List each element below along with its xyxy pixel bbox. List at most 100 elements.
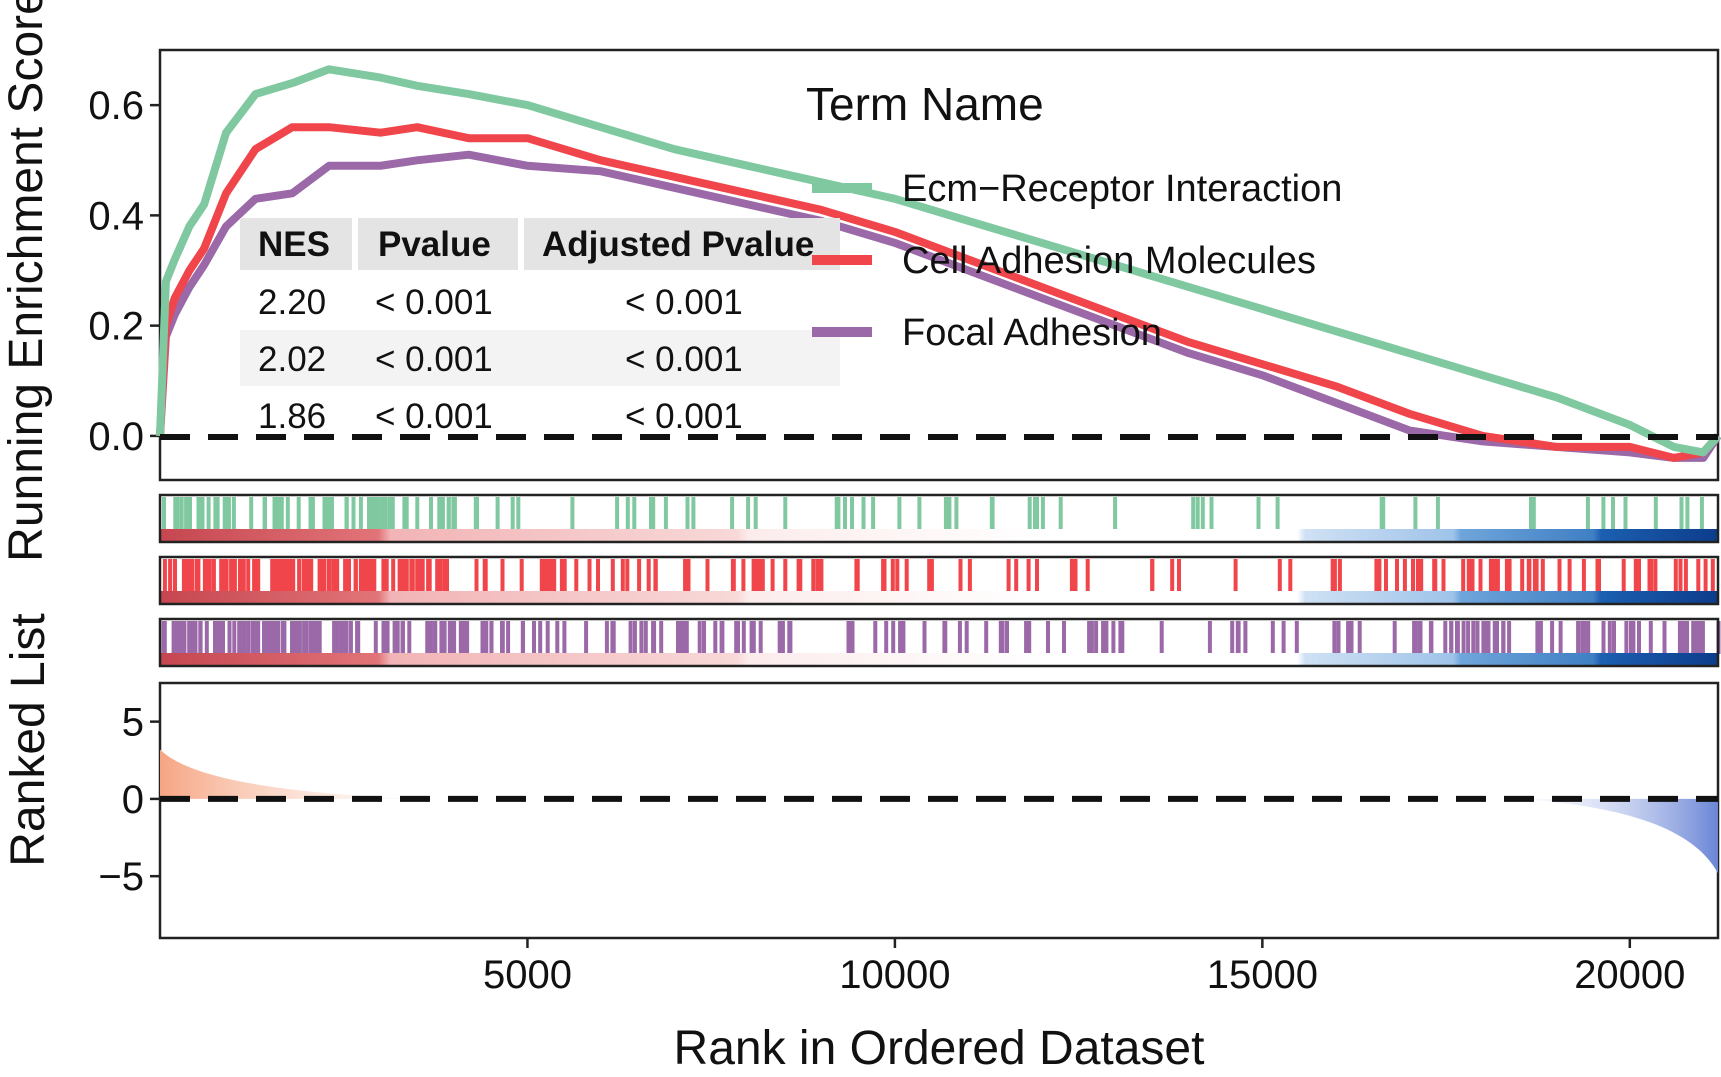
hit-tick xyxy=(632,497,637,530)
hit-tick xyxy=(186,559,191,592)
hit-tick xyxy=(1648,621,1653,654)
hit-tick xyxy=(686,559,691,592)
hit-tick xyxy=(1677,621,1682,654)
es-line-focal-adhesion xyxy=(156,150,1721,462)
hit-tick xyxy=(1662,621,1667,654)
hit-tick xyxy=(373,621,378,654)
hit-tick xyxy=(1006,559,1011,592)
hit-tick xyxy=(1461,621,1466,654)
hit-tick xyxy=(1624,621,1629,654)
hit-tick xyxy=(1531,497,1536,530)
hit-strip-3 xyxy=(158,617,1721,668)
hit-tick xyxy=(922,621,927,654)
table-header-pvalue: Pvalue xyxy=(378,225,491,264)
hit-tick xyxy=(173,497,178,530)
hit-tick xyxy=(232,559,237,592)
hit-tick xyxy=(1281,621,1286,654)
hit-tick xyxy=(206,497,211,530)
hit-tick xyxy=(1443,621,1448,654)
hit-tick xyxy=(777,621,782,654)
hit-tick xyxy=(1413,621,1418,654)
hit-tick xyxy=(705,559,710,592)
hit-tick xyxy=(596,559,600,592)
hit-tick xyxy=(843,497,847,530)
hit-tick xyxy=(625,559,630,592)
hit-tick xyxy=(610,559,615,592)
hit-tick xyxy=(443,559,447,592)
hit-tick xyxy=(516,497,521,530)
hit-tick xyxy=(620,559,625,592)
hit-tick xyxy=(783,497,788,530)
hit-tick xyxy=(162,559,167,592)
hit-tick xyxy=(646,559,651,592)
hit-tick xyxy=(204,559,209,592)
hit-tick xyxy=(427,621,432,654)
hit-tick xyxy=(333,621,338,654)
hit-tick xyxy=(187,621,192,654)
hit-tick xyxy=(587,559,592,592)
hit-tick xyxy=(1630,621,1635,654)
hit-tick xyxy=(284,559,289,592)
hit-tick xyxy=(1346,621,1351,654)
hit-tick xyxy=(1402,559,1407,592)
hit-tick xyxy=(335,559,340,592)
hit-tick xyxy=(402,497,407,530)
hit-tick xyxy=(1332,621,1337,654)
es-y-tick-label: 0.0 xyxy=(88,415,144,459)
hit-tick xyxy=(1233,559,1238,592)
hit-tick xyxy=(437,497,442,530)
hit-tick xyxy=(1455,621,1460,654)
hit-tick xyxy=(1475,621,1480,654)
hit-strip-frame xyxy=(158,617,1720,668)
hit-tick xyxy=(958,559,963,592)
hit-tick xyxy=(331,559,336,592)
hit-tick xyxy=(1449,621,1454,654)
hit-tick xyxy=(1062,621,1066,654)
hit-tick xyxy=(500,559,505,592)
hit-tick xyxy=(482,559,487,592)
table-cell-pvalue: < 0.001 xyxy=(375,283,493,322)
hit-tick xyxy=(1177,559,1181,592)
hit-tick xyxy=(162,621,167,654)
hit-tick xyxy=(1104,621,1109,654)
hit-tick xyxy=(1089,621,1094,654)
stats-table: NES Pvalue Adjusted Pvalue 2.20 < 0.001 … xyxy=(240,218,840,436)
hit-tick xyxy=(316,621,321,654)
hit-tick xyxy=(1696,559,1701,592)
hit-tick xyxy=(400,621,405,654)
hit-tick xyxy=(1150,559,1155,592)
hit-tick xyxy=(221,621,225,654)
hit-tick xyxy=(1703,559,1708,592)
hit-tick xyxy=(1685,621,1690,654)
hit-tick xyxy=(604,621,609,654)
hit-tick xyxy=(382,497,387,530)
hit-tick xyxy=(1540,559,1545,592)
hit-tick xyxy=(415,497,420,530)
hit-tick xyxy=(1488,559,1493,592)
hit-tick xyxy=(1611,497,1615,530)
hit-tick xyxy=(229,559,234,592)
hit-tick xyxy=(262,621,266,654)
hit-tick xyxy=(917,497,922,530)
table-cell-adj-pvalue: < 0.001 xyxy=(625,283,743,322)
hit-tick xyxy=(465,621,470,654)
hit-tick xyxy=(1484,621,1489,654)
hit-tick xyxy=(348,621,353,654)
hit-tick xyxy=(1478,559,1483,592)
hit-tick xyxy=(678,621,683,654)
hit-tick xyxy=(895,559,900,592)
hit-tick xyxy=(570,497,575,530)
hit-tick xyxy=(190,559,195,592)
hit-tick xyxy=(162,497,166,530)
hit-tick xyxy=(574,559,579,592)
hit-tick xyxy=(998,621,1003,654)
hit-tick xyxy=(369,497,374,530)
hit-tick xyxy=(302,621,307,654)
hit-tick xyxy=(1270,621,1275,654)
hit-tick xyxy=(1120,621,1125,654)
hit-tick xyxy=(297,621,302,654)
es-y-tick-label: 0.2 xyxy=(88,305,144,349)
hit-tick xyxy=(663,497,668,530)
hit-tick xyxy=(1681,621,1686,654)
hit-tick xyxy=(238,559,242,592)
